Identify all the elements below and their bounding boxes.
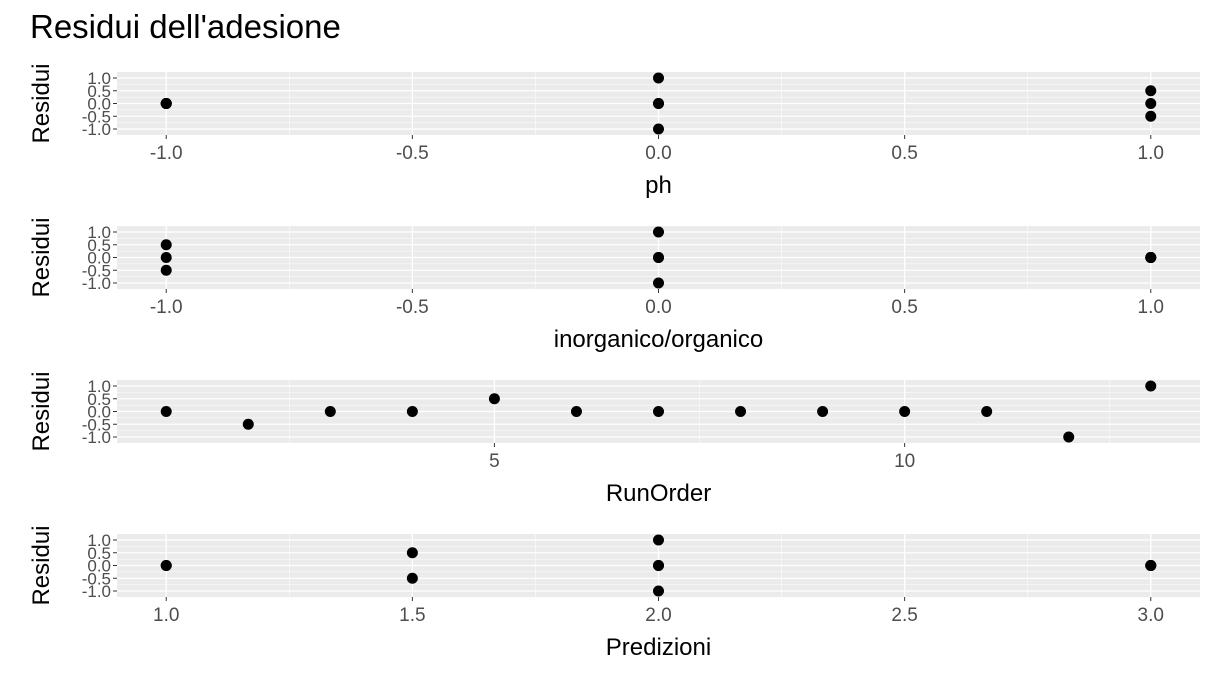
data-point	[653, 123, 664, 135]
data-point	[899, 406, 911, 417]
x-tick-label: 5	[489, 451, 500, 472]
data-point	[1145, 85, 1157, 97]
y-tick-label: -0.5	[82, 107, 111, 126]
y-tick-label: 1.0	[87, 531, 111, 550]
data-point	[1145, 252, 1157, 263]
x-axis-title: RunOrder	[606, 480, 711, 507]
data-point	[1145, 98, 1157, 109]
data-point	[653, 226, 664, 238]
x-tick-label: 3.0	[1138, 605, 1164, 626]
y-tick-label: -0.5	[82, 261, 111, 280]
data-point	[160, 264, 172, 276]
y-tick-label: 0.0	[87, 249, 111, 268]
x-tick-label: -1.0	[150, 297, 183, 318]
data-point	[653, 585, 664, 597]
x-tick-label: -1.0	[150, 143, 183, 164]
x-tick-label: 0.0	[645, 143, 671, 164]
y-tick-label: -1.0	[82, 428, 111, 447]
y-tick-label: 1.0	[87, 69, 111, 88]
data-point	[1145, 380, 1157, 392]
x-axis-title: Predizioni	[606, 634, 711, 661]
data-point	[653, 277, 664, 289]
data-point	[570, 406, 582, 417]
data-point	[160, 560, 172, 571]
x-tick-label: -0.5	[396, 297, 429, 318]
x-tick-label: 1.5	[399, 605, 425, 626]
x-tick-label: 0.5	[891, 297, 917, 318]
data-point	[324, 406, 336, 417]
data-point	[1145, 560, 1157, 571]
y-tick-label: 0.0	[87, 95, 111, 114]
data-point	[653, 534, 664, 546]
x-tick-label: 0.5	[891, 143, 917, 164]
y-tick-label: 0.0	[87, 403, 111, 422]
x-tick-label: 0.0	[645, 297, 671, 318]
y-tick-label: 1.0	[87, 223, 111, 242]
x-tick-label: 2.5	[891, 605, 917, 626]
y-tick-label: -1.0	[82, 582, 111, 601]
data-point	[817, 406, 829, 417]
y-tick-label: 0.5	[87, 236, 111, 255]
x-tick-label: -0.5	[396, 143, 429, 164]
data-point	[160, 252, 172, 263]
data-point	[653, 252, 664, 263]
data-point	[406, 572, 418, 584]
data-point	[160, 239, 172, 251]
data-point	[653, 98, 664, 109]
y-tick-label: 0.5	[87, 390, 111, 409]
data-point	[653, 406, 664, 417]
y-axis-title: Residui	[28, 63, 55, 143]
data-point	[406, 406, 418, 417]
y-axis-title: Residui	[28, 371, 55, 451]
data-point	[1063, 431, 1075, 443]
x-axis-title: ph	[645, 172, 672, 199]
y-tick-label: 1.0	[87, 377, 111, 396]
data-point	[160, 98, 172, 109]
y-tick-label: -1.0	[82, 120, 111, 139]
data-point	[160, 406, 172, 417]
data-point	[1145, 110, 1157, 122]
x-tick-label: 1.0	[1138, 143, 1164, 164]
x-tick-label: 1.0	[153, 605, 179, 626]
y-tick-label: 0.5	[87, 544, 111, 563]
chart-title: Residui dell'adesione	[30, 8, 341, 45]
x-axis-title: inorganico/organico	[554, 326, 763, 353]
y-tick-label: -0.5	[82, 415, 111, 434]
data-point	[653, 72, 664, 84]
y-tick-label: -0.5	[82, 569, 111, 588]
data-point	[488, 393, 500, 405]
data-point	[981, 406, 993, 417]
y-tick-label: -1.0	[82, 274, 111, 293]
y-tick-label: 0.5	[87, 82, 111, 101]
y-tick-label: 0.0	[87, 557, 111, 576]
x-tick-label: 2.0	[645, 605, 671, 626]
data-point	[242, 418, 254, 430]
y-axis-title: Residui	[28, 217, 55, 297]
x-tick-label: 1.0	[1138, 297, 1164, 318]
data-point	[406, 547, 418, 559]
y-axis-title: Residui	[28, 525, 55, 605]
data-point	[653, 560, 664, 571]
data-point	[735, 406, 747, 417]
x-tick-label: 10	[894, 451, 915, 472]
